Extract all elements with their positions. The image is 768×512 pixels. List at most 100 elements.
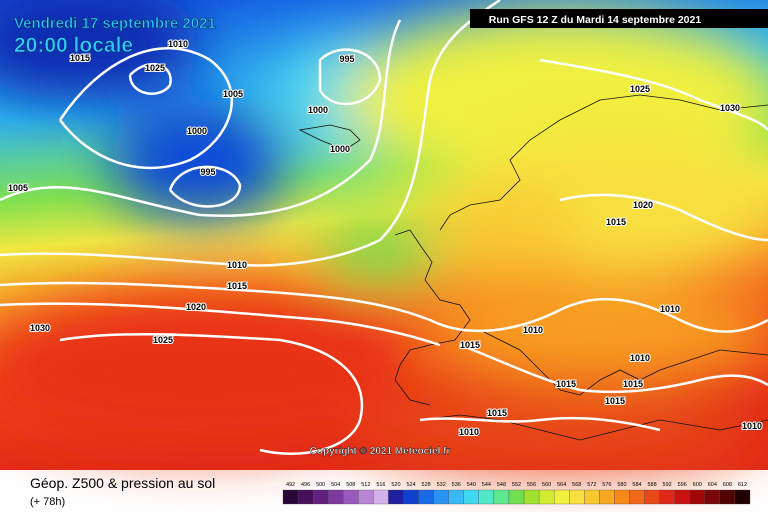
isobar-label: 1015 [487, 408, 507, 418]
scale-swatch [523, 489, 540, 505]
scale-label: 612 [738, 482, 747, 488]
isobar-label: 1025 [145, 63, 165, 73]
isobar-labels: 1010 1015 1025 995 1005 1000 1000 1000 995 1005 10… [7, 38, 763, 438]
scale-swatch [569, 489, 585, 505]
scale-label: 600 [693, 482, 702, 488]
scale-label: 572 [587, 482, 596, 488]
isobar-label: 1000 [330, 144, 350, 154]
scale-label: 576 [602, 482, 611, 488]
scale-label: 520 [391, 482, 400, 488]
copyright: Copyright © 2021 Meteociel.fr [310, 446, 451, 457]
scale-label: 584 [632, 482, 641, 488]
scale-swatch [358, 489, 374, 505]
scale-swatch [538, 489, 555, 505]
color-scale: 492 496 500 504 508 512 516 520 524 528 532 536 540 5… [282, 482, 751, 505]
isobar-label: 1010 [168, 39, 188, 49]
scale-label: 536 [452, 482, 461, 488]
isobar-label: 1015 [605, 396, 625, 406]
scale-swatch [493, 489, 510, 505]
scale-swatch [388, 489, 404, 505]
scale-label: 604 [708, 482, 717, 488]
scale-label: 540 [467, 482, 476, 488]
isobar-label: 1015 [70, 53, 90, 63]
header: Vendredi 17 septembre 2021 20:00 locale … [14, 9, 768, 57]
legend-title: Géop. Z500 & pression au sol [30, 475, 215, 491]
scale-swatch [614, 489, 630, 505]
isobar-label: 1015 [623, 379, 643, 389]
isobar-label: 1030 [720, 103, 740, 113]
scale-swatch [478, 489, 495, 505]
scale-swatch [734, 489, 751, 505]
isobar-label: 1015 [227, 281, 247, 291]
isobar-label: 995 [339, 54, 354, 64]
scale-label: 524 [406, 482, 415, 488]
isobar-label: 1015 [606, 217, 626, 227]
scale-label: 592 [663, 482, 672, 488]
run-text: Run GFS 12 Z du Mardi 14 septembre 2021 [489, 14, 702, 26]
scale-swatch [674, 489, 690, 505]
time-text: 20:00 locale [14, 34, 133, 57]
isobar-label: 1010 [227, 260, 247, 270]
scale-label: 596 [678, 482, 687, 488]
scale-swatch [644, 489, 660, 505]
scale-label: 556 [527, 482, 536, 488]
isobars [0, 0, 768, 454]
isobar-label: 1010 [630, 353, 650, 363]
isobar-label: 995 [200, 167, 215, 177]
scale-label: 496 [301, 482, 310, 488]
run-box [470, 9, 768, 28]
scale-label: 548 [497, 482, 506, 488]
isobar-label: 1030 [30, 323, 50, 333]
scale-swatch [448, 489, 464, 505]
scale-swatch [584, 489, 600, 505]
scale-swatch [403, 489, 419, 505]
isobar-label: 1020 [633, 200, 653, 210]
scale-swatch [599, 489, 615, 505]
coastlines [298, 94, 768, 441]
isobar-label: 1010 [523, 325, 543, 335]
isobar-label: 1015 [556, 379, 576, 389]
scale-label: 508 [346, 482, 355, 488]
scale-label: 564 [557, 482, 566, 488]
scale-swatch [433, 489, 449, 505]
scale-swatch [463, 489, 479, 505]
scale-label: 504 [331, 482, 340, 488]
scale-label: 492 [286, 482, 295, 488]
scale-swatch [328, 489, 344, 505]
scale-label: 552 [512, 482, 521, 488]
scale-swatch [297, 489, 314, 505]
date-text: Vendredi 17 septembre 2021 [14, 15, 216, 32]
scale-label: 560 [542, 482, 551, 488]
isobar-label: 1025 [630, 84, 650, 94]
scale-label: 580 [617, 482, 626, 488]
scale-label: 588 [647, 482, 656, 488]
scale-swatch [629, 489, 645, 505]
scale-swatch [508, 489, 525, 505]
isobar-label: 1025 [153, 335, 173, 345]
scale-swatch [373, 489, 389, 505]
scale-swatch [704, 489, 721, 505]
scale-swatch [719, 489, 736, 505]
scale-label: 512 [361, 482, 370, 488]
scale-label: 528 [422, 482, 431, 488]
scale-label: 608 [723, 482, 732, 488]
isobar-label: 1005 [223, 89, 243, 99]
scale-label: 568 [572, 482, 581, 488]
scale-label: 544 [482, 482, 491, 488]
scale-label: 532 [437, 482, 446, 488]
isobar-label: 1020 [186, 302, 206, 312]
isobar-label: 1000 [187, 126, 207, 136]
scale-swatch [554, 489, 570, 505]
isobar-label: 1010 [459, 427, 479, 437]
isobar-label: 1010 [742, 421, 762, 431]
scale-swatch [312, 489, 329, 505]
scale-swatch [282, 489, 299, 505]
isobar-label: 1015 [460, 340, 480, 350]
isobar-label: 1005 [8, 183, 28, 193]
scale-label: 500 [316, 482, 325, 488]
scale-swatch [689, 489, 705, 505]
scale-swatch [659, 489, 675, 505]
isobar-label: 1000 [308, 105, 328, 115]
